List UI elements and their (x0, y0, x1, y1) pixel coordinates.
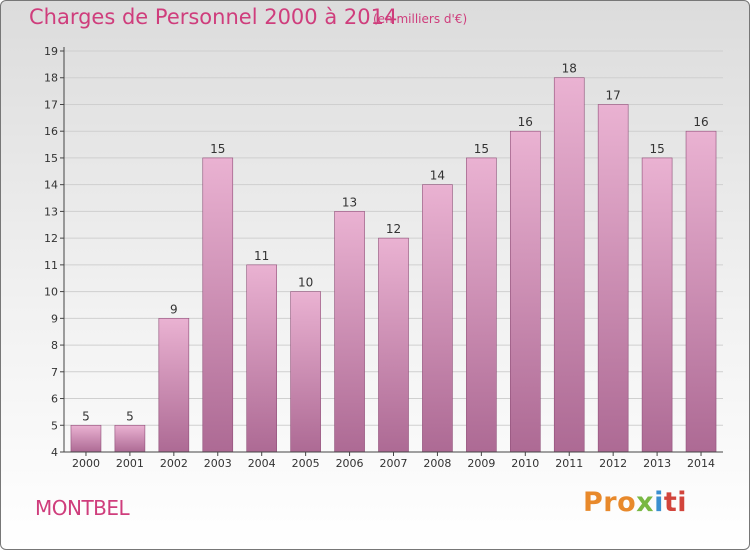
bar (290, 291, 321, 453)
y-tick-label: 13 (44, 205, 58, 218)
y-tick-label: 15 (44, 152, 58, 165)
bar (509, 130, 541, 453)
x-tick-label: 2013 (643, 457, 671, 470)
bar (246, 264, 277, 453)
data-label: 5 (126, 409, 134, 423)
bar (334, 211, 365, 453)
data-label: 11 (254, 249, 269, 263)
y-tick-label: 10 (44, 286, 58, 299)
y-tick-label: 12 (44, 232, 58, 245)
town-name: MONTBEL (35, 496, 130, 520)
chart-subtitle: (en milliers d'€) (373, 12, 468, 26)
bar (641, 157, 673, 453)
axes (60, 47, 723, 456)
data-label: 5 (82, 409, 90, 423)
data-label: 15 (474, 142, 489, 156)
y-tick-label: 4 (51, 446, 58, 459)
bar (114, 424, 146, 453)
x-tick-label: 2001 (116, 457, 144, 470)
bar (597, 104, 629, 453)
y-tick-label: 7 (51, 366, 58, 379)
data-label: 9 (170, 302, 178, 316)
y-tick-label: 9 (51, 312, 58, 325)
proxiti-logo[interactable]: Proxiti (583, 487, 687, 518)
data-label: 10 (298, 276, 313, 290)
bar (553, 77, 585, 453)
x-tick-label: 2011 (555, 457, 583, 470)
bar (466, 157, 497, 453)
data-label: 15 (210, 142, 225, 156)
bar (202, 157, 234, 453)
y-tick-label: 16 (44, 125, 58, 138)
logo-part: Pro (583, 487, 637, 518)
data-label: 12 (386, 222, 401, 236)
x-tick-label: 2003 (204, 457, 232, 470)
y-tick-label: 19 (44, 45, 58, 58)
bar (378, 237, 409, 453)
y-tick-label: 5 (51, 419, 58, 432)
y-tick-label: 11 (44, 259, 58, 272)
data-label: 16 (693, 115, 708, 129)
data-label: 17 (606, 88, 621, 102)
labels: 4 5 6 7 8 9 10 11 12 13 14 15 16 17 18 19 5 2000 5 2001 9 200… (44, 45, 715, 470)
y-tick-label: 17 (44, 98, 58, 111)
y-tick-label: 6 (51, 393, 58, 406)
bar (422, 184, 453, 453)
y-tick-label: 14 (44, 179, 58, 192)
x-tick-label: 2012 (599, 457, 627, 470)
x-tick-label: 2004 (248, 457, 276, 470)
x-tick-label: 2014 (687, 457, 715, 470)
bar-series (70, 77, 717, 453)
x-tick-label: 2006 (336, 457, 364, 470)
x-tick-label: 2000 (72, 457, 100, 470)
data-label: 18 (562, 62, 577, 76)
x-tick-label: 2007 (380, 457, 408, 470)
bar (685, 130, 717, 453)
x-tick-label: 2010 (511, 457, 539, 470)
chart-title: Charges de Personnel 2000 à 2014 (29, 5, 398, 29)
logo-part: ti (663, 487, 688, 518)
x-tick-label: 2008 (423, 457, 451, 470)
logo-part: i (654, 487, 664, 518)
logo-part: x (636, 487, 655, 518)
data-label: 14 (430, 169, 445, 183)
x-tick-label: 2009 (467, 457, 495, 470)
y-tick-label: 18 (44, 72, 58, 85)
data-label: 15 (649, 142, 664, 156)
bar (158, 318, 190, 453)
x-tick-label: 2002 (160, 457, 188, 470)
x-tick-label: 2005 (292, 457, 320, 470)
bar (70, 424, 102, 453)
data-label: 13 (342, 195, 357, 209)
data-label: 16 (518, 115, 533, 129)
y-tick-label: 8 (51, 339, 58, 352)
